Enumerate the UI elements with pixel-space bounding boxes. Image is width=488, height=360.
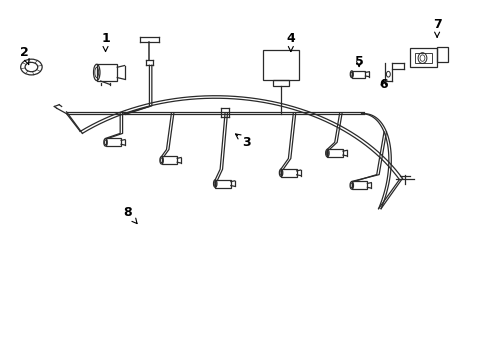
Bar	[272, 81, 289, 86]
Text: 4: 4	[286, 32, 295, 51]
Bar	[262, 50, 299, 81]
Bar	[436, 47, 447, 62]
Text: 1: 1	[101, 32, 110, 51]
Bar	[351, 71, 365, 78]
Bar	[327, 149, 342, 157]
Text: 7: 7	[432, 18, 441, 37]
Bar	[414, 53, 431, 63]
Text: 6: 6	[378, 78, 387, 91]
Bar	[161, 156, 177, 164]
Bar	[281, 169, 296, 177]
Bar	[105, 138, 121, 146]
Text: 3: 3	[235, 134, 251, 149]
Bar	[409, 48, 436, 67]
Text: 8: 8	[123, 206, 137, 224]
Text: 2: 2	[20, 46, 29, 65]
Text: 5: 5	[354, 55, 363, 68]
Bar	[351, 181, 366, 189]
Bar	[97, 64, 117, 81]
Bar	[215, 180, 230, 188]
